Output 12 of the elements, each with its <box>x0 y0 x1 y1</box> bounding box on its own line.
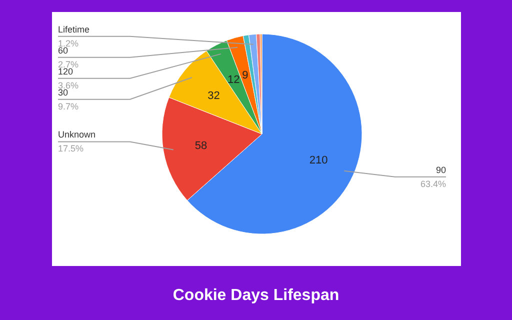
data-label: 9 <box>242 69 248 82</box>
text: 63.4% <box>420 178 446 189</box>
slice-label: Lifetime <box>58 24 90 34</box>
slice-label: 90 <box>436 164 446 175</box>
data-label: 210 <box>309 154 328 166</box>
data-label: 32 <box>208 90 220 102</box>
text: Cookie Days Lifespan <box>172 287 340 304</box>
data-label: 58 <box>194 140 208 152</box>
text: 17.5% <box>58 144 84 154</box>
text: 9.7% <box>58 101 79 112</box>
data-label: 12 <box>228 74 240 86</box>
slice-label: Unknown <box>58 130 96 140</box>
